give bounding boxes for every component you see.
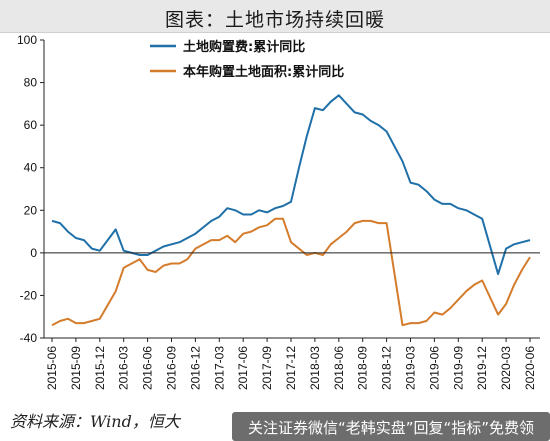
x-tick-label: 2020-03 (499, 346, 513, 390)
promo-banner[interactable]: 关注证券微信“老韩实盘”回复“指标”免费领 (232, 412, 550, 441)
x-tick-label: 2019-03 (404, 346, 418, 390)
x-tick-label: 2016-12 (188, 346, 202, 390)
x-tick-label: 2015-09 (69, 346, 83, 390)
chart-title: 图表：土地市场持续回暖 (164, 9, 385, 31)
x-tick-label: 2017-12 (284, 346, 298, 390)
y-tick-label: 20 (24, 203, 38, 217)
x-tick-label: 2017-06 (236, 346, 250, 390)
legend-label: 本年购置土地面积:累计同比 (183, 64, 344, 80)
x-tick-label: 2019-06 (427, 346, 441, 390)
x-tick-label: 2018-09 (356, 346, 370, 390)
title-bar: 图表：土地市场持续回暖 (0, 0, 550, 33)
x-tick-label: 2018-06 (332, 346, 346, 390)
plot-area (51, 94, 531, 327)
y-tick-label: 60 (24, 118, 38, 132)
x-tick-label: 2016-09 (165, 346, 179, 390)
axes: -40 -20 0 20 40 60 80 100 2015-06 2015-09 2015-12 2… (17, 33, 540, 390)
x-tick-label: 2015-06 (45, 346, 59, 390)
y-tick-label: -20 (20, 288, 38, 302)
x-tick-label: 2017-03 (212, 346, 226, 390)
y-tick-label: 100 (17, 33, 37, 47)
x-tick-label: 2016-03 (117, 346, 131, 390)
y-tick-label: -40 (20, 331, 38, 345)
x-tick-label: 2018-03 (308, 346, 322, 390)
series-line-land-purchase-fee (51, 94, 531, 276)
legend-label: 土地购置费:累计同比 (183, 39, 305, 55)
promo-banner-text: 关注证券微信“老韩实盘”回复“指标”免费领 (247, 419, 535, 437)
x-tick-label: 2018-12 (380, 346, 394, 390)
x-tick-label: 2019-09 (451, 346, 465, 390)
x-tick-label: 2017-09 (260, 346, 274, 390)
y-tick-label: 80 (24, 76, 38, 90)
x-tick-label: 2019-12 (475, 346, 489, 390)
y-tick-label: 40 (24, 161, 38, 175)
x-tick-label: 2016-06 (141, 346, 155, 390)
source-note: 资料来源：Wind，恒大 (10, 412, 180, 431)
x-tick-label: 2015-12 (93, 346, 107, 390)
x-tick-label: 2020-06 (523, 346, 537, 390)
y-tick-label: 0 (30, 246, 37, 260)
series-line-land-purchase-area (51, 217, 531, 327)
line-chart: -40 -20 0 20 40 60 80 100 2015-06 2015-09 2015-12 2… (17, 33, 540, 390)
